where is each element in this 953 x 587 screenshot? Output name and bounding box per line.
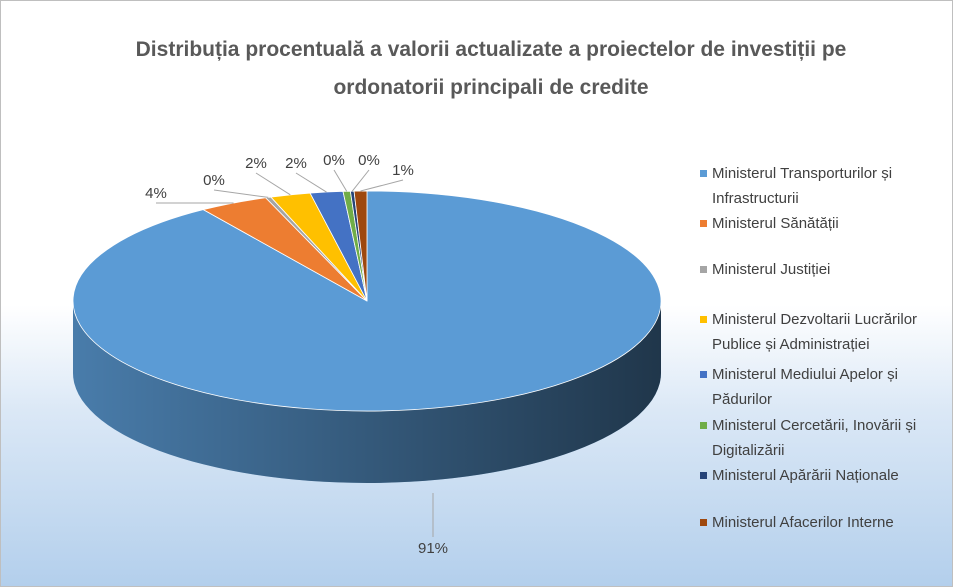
legend-entry: Ministerul Dezvoltarii Lucrărilor Public…	[698, 307, 948, 357]
data-label: 2%	[245, 155, 267, 172]
data-label: 0%	[203, 172, 225, 189]
legend-entry: Ministerul Transporturilor și Infrastruc…	[698, 161, 948, 211]
data-label: 2%	[285, 155, 307, 172]
legend-swatch	[700, 170, 707, 177]
legend-swatch	[700, 220, 707, 227]
legend-label: Ministerul Afacerilor Interne	[712, 514, 894, 531]
leader-line	[360, 179, 404, 192]
leader-line	[213, 189, 269, 198]
legend-entry: Ministerul Afacerilor Interne	[698, 510, 948, 535]
legend-entry: Ministerul Justiției	[698, 257, 948, 282]
legend-label: Ministerul Mediului Apelor și Pădurilor	[712, 366, 898, 408]
leader-line	[333, 169, 348, 192]
data-label: 91%	[418, 540, 448, 557]
legend-entry: Ministerul Mediului Apelor și Pădurilor	[698, 362, 948, 412]
slice	[353, 190, 368, 302]
data-label: 0%	[323, 152, 345, 169]
legend-label: Ministerul Sănătății	[712, 215, 839, 232]
legend-label: Ministerul Justiției	[712, 261, 831, 278]
legend-entry: Ministerul Apărării Naționale	[698, 463, 948, 488]
leader-line	[255, 172, 291, 196]
chart-title: Distribuția procentuală a valorii actual…	[135, 38, 847, 99]
legend-entry: Ministerul Sănătății	[698, 211, 948, 236]
legend-swatch	[700, 472, 707, 479]
legend-entry: Ministerul Cercetării, Inovării și Digit…	[698, 413, 948, 463]
legend-label: Ministerul Transporturilor și Infrastruc…	[712, 165, 893, 207]
legend-swatch	[700, 519, 707, 526]
data-label: 4%	[145, 185, 167, 202]
legend-swatch	[700, 422, 707, 429]
leader-line	[351, 169, 370, 192]
data-label: 0%	[358, 152, 380, 169]
legend-label: Ministerul Dezvoltarii Lucrărilor Public…	[712, 311, 918, 353]
legend-swatch	[700, 266, 707, 273]
legend-label: Ministerul Apărării Naționale	[712, 467, 899, 484]
side-shade	[73, 301, 661, 483]
data-label: 1%	[392, 162, 414, 179]
leader-line	[295, 172, 327, 193]
legend-swatch	[700, 316, 707, 323]
legend-label: Ministerul Cercetării, Inovării și Digit…	[712, 417, 917, 459]
legend-swatch	[700, 371, 707, 378]
